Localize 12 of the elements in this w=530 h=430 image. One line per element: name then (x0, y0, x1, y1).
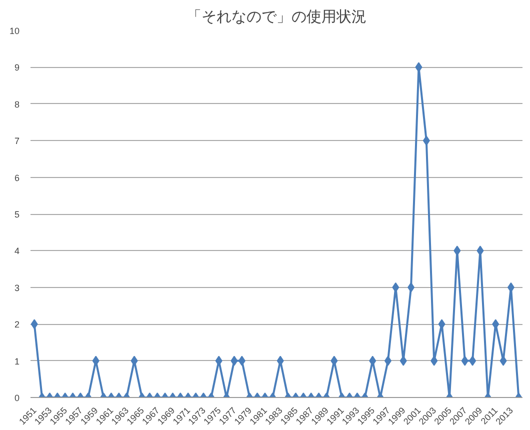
y-tick-label: 7 (14, 136, 20, 146)
y-tick-label: 5 (14, 210, 20, 220)
y-tick-label: 8 (14, 99, 20, 110)
chart-title: 「それなので」の使用状況 (186, 8, 366, 26)
y-tick-label: 4 (14, 246, 20, 256)
y-tick-label: 3 (14, 282, 20, 293)
y-tick-label: 0 (14, 393, 20, 403)
y-tick-label: 9 (14, 62, 20, 73)
y-tick-label: 10 (9, 26, 20, 36)
y-tick-label: 2 (14, 320, 20, 330)
y-tick-label: 6 (14, 172, 20, 183)
y-tick-label: 1 (14, 356, 20, 366)
